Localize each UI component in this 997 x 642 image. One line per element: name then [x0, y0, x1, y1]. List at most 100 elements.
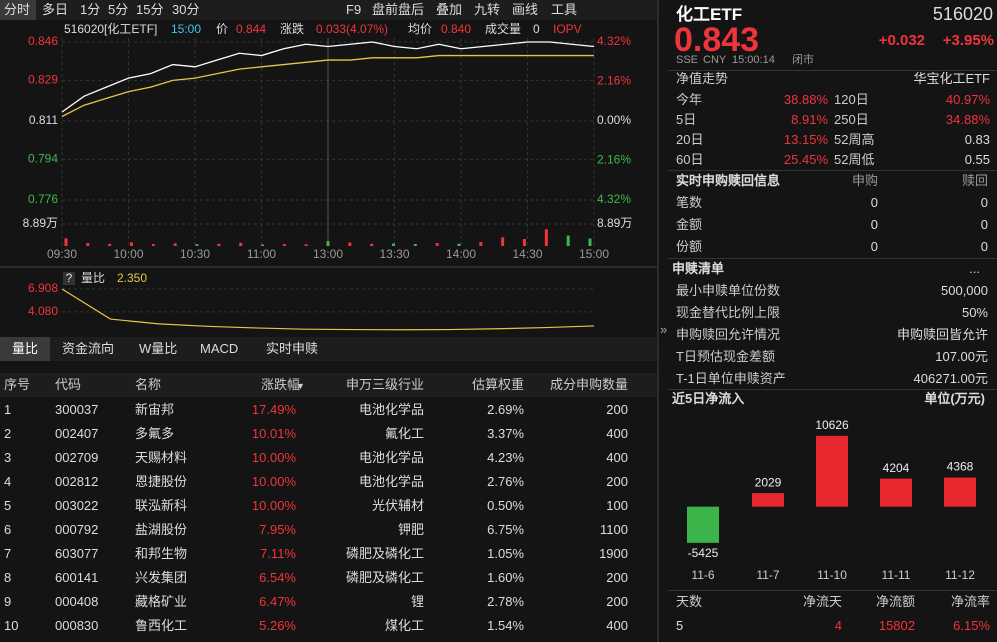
volume-bar — [457, 243, 461, 246]
tab[interactable]: 实时申赎 — [266, 341, 319, 356]
active-tab[interactable] — [0, 337, 50, 361]
table-cell: 4.23% — [487, 450, 524, 465]
summary-header: 净流率 — [950, 594, 990, 609]
stat-label: 52周低 — [834, 152, 875, 167]
toolbar-tab[interactable]: 多日 — [42, 2, 69, 17]
row-value: 0 — [980, 195, 988, 210]
volume-bar — [108, 243, 112, 246]
table-cell: 7.11% — [260, 546, 296, 561]
stat-value: 0.83 — [964, 132, 990, 147]
summary-value: 6.15% — [953, 618, 990, 633]
table-cell: 电池化学品 — [358, 402, 424, 417]
table-header-cell[interactable]: 名称 — [135, 377, 162, 392]
toolbar-tab[interactable]: 15分 — [136, 2, 164, 17]
table-header-cell[interactable]: 申万三级行业 — [345, 377, 424, 392]
table-cell: 5 — [4, 498, 12, 513]
tab[interactable]: 量比 — [12, 341, 39, 356]
table-header-cell[interactable]: 涨跌幅 — [260, 377, 300, 392]
help-icon: ? — [66, 271, 73, 285]
flow-value-label: 10626 — [815, 418, 849, 432]
flow-category: 11-12 — [945, 568, 975, 582]
tab[interactable]: W量比 — [139, 341, 178, 356]
quote-meta: 15:00:14 — [732, 53, 775, 66]
toolbar-button[interactable]: 工具 — [551, 2, 578, 17]
divider — [668, 70, 997, 71]
volume-bar — [413, 244, 417, 246]
x-tick-label: 14:30 — [512, 247, 542, 261]
summary-value: 4 — [834, 618, 842, 633]
y2-tick-label: 4.32% — [597, 192, 631, 206]
table-cell: 2.78% — [487, 594, 524, 609]
flow-value-label: -5425 — [688, 546, 719, 560]
toolbar-tab[interactable]: 1分 — [80, 2, 101, 17]
summary-value: 5 — [676, 618, 684, 633]
stat-label: 52周高 — [834, 132, 875, 147]
table-cell: 1.60% — [487, 570, 524, 585]
stat-label: 60日 — [676, 152, 704, 167]
y-tick-label: 0.811 — [29, 113, 58, 127]
column-header: 申购 — [851, 173, 878, 188]
active-tab[interactable] — [0, 0, 36, 20]
table-cell: 联泓新科 — [135, 498, 188, 513]
tab[interactable]: MACD — [200, 341, 239, 356]
quote-info: 0.033(4.07%) — [316, 22, 388, 36]
quote-info: 价 — [216, 22, 228, 36]
table-cell: 电池化学品 — [358, 450, 424, 465]
x-tick-label: 11:00 — [247, 247, 276, 261]
section-title: 申赎清单 — [672, 261, 725, 276]
quote-meta: CNY — [703, 53, 727, 66]
table-cell: 2.76% — [487, 474, 524, 489]
y-tick-label: 0.829 — [28, 73, 58, 87]
sort-icon[interactable]: ▼ — [296, 381, 305, 391]
toolbar-button[interactable]: 九转 — [474, 2, 501, 17]
volume-tick-label: 8.89万 — [23, 216, 58, 230]
table-cell: 002812 — [55, 474, 99, 489]
row-value: 0 — [980, 217, 988, 232]
volume-bar — [544, 229, 548, 246]
quote-info: 0 — [533, 22, 540, 36]
last-price: 0.843 — [674, 21, 760, 59]
table-header-cell[interactable]: 估算权重 — [471, 377, 524, 392]
stat-value: 13.15% — [783, 132, 828, 147]
toolbar-button[interactable]: 画线 — [512, 2, 539, 17]
row-value: 申购赎回皆允许 — [896, 327, 988, 342]
quote-info: 15:00 — [171, 22, 201, 36]
row-label: T日预估现金差额 — [676, 349, 775, 364]
more-button[interactable]: ... — [969, 261, 980, 276]
table-cell: 藏格矿业 — [135, 594, 188, 609]
toolbar-button[interactable]: F9 — [346, 2, 362, 17]
collapse-icon[interactable]: » — [660, 322, 668, 337]
x-tick-label: 14:00 — [446, 247, 476, 261]
table-cell: 400 — [606, 426, 628, 441]
table-cell: 6.47% — [259, 594, 296, 609]
row-label: 现金替代比例上限 — [676, 305, 781, 320]
table-cell: 磷肥及磷化工 — [345, 570, 424, 585]
table-header-cell[interactable]: 代码 — [55, 377, 82, 392]
y-tick-label: 0.776 — [28, 192, 58, 206]
stat-label: 250日 — [834, 112, 869, 127]
volume-bar — [217, 243, 221, 246]
table-cell: 200 — [606, 570, 628, 585]
divider — [657, 0, 659, 642]
stat-label: 今年 — [676, 92, 703, 107]
flow-bar — [752, 493, 784, 507]
table-cell: 6 — [4, 522, 12, 537]
flow-category: 11-10 — [817, 568, 847, 582]
table-cell: 600141 — [55, 570, 99, 585]
row-label: 金额 — [676, 217, 703, 232]
table-header-cell[interactable]: 成分申购数量 — [549, 377, 628, 392]
x-tick-label: 10:30 — [180, 247, 210, 261]
toolbar-button[interactable]: 叠加 — [436, 2, 463, 17]
quote-info: 0.840 — [441, 22, 471, 36]
section-title: 净值走势 — [676, 71, 729, 86]
toolbar-tab[interactable]: 5分 — [108, 2, 129, 17]
x-tick-label: 10:00 — [113, 247, 143, 261]
ratio-tick-label: 6.908 — [28, 281, 58, 295]
table-cell: 多氟多 — [135, 426, 175, 441]
tab[interactable]: 资金流向 — [62, 341, 115, 356]
toolbar-tab[interactable]: 分时 — [4, 2, 31, 17]
toolbar-tab[interactable]: 30分 — [172, 2, 200, 17]
toolbar-button[interactable]: 盘前盘后 — [372, 2, 425, 17]
table-cell: 氟化工 — [384, 426, 424, 441]
